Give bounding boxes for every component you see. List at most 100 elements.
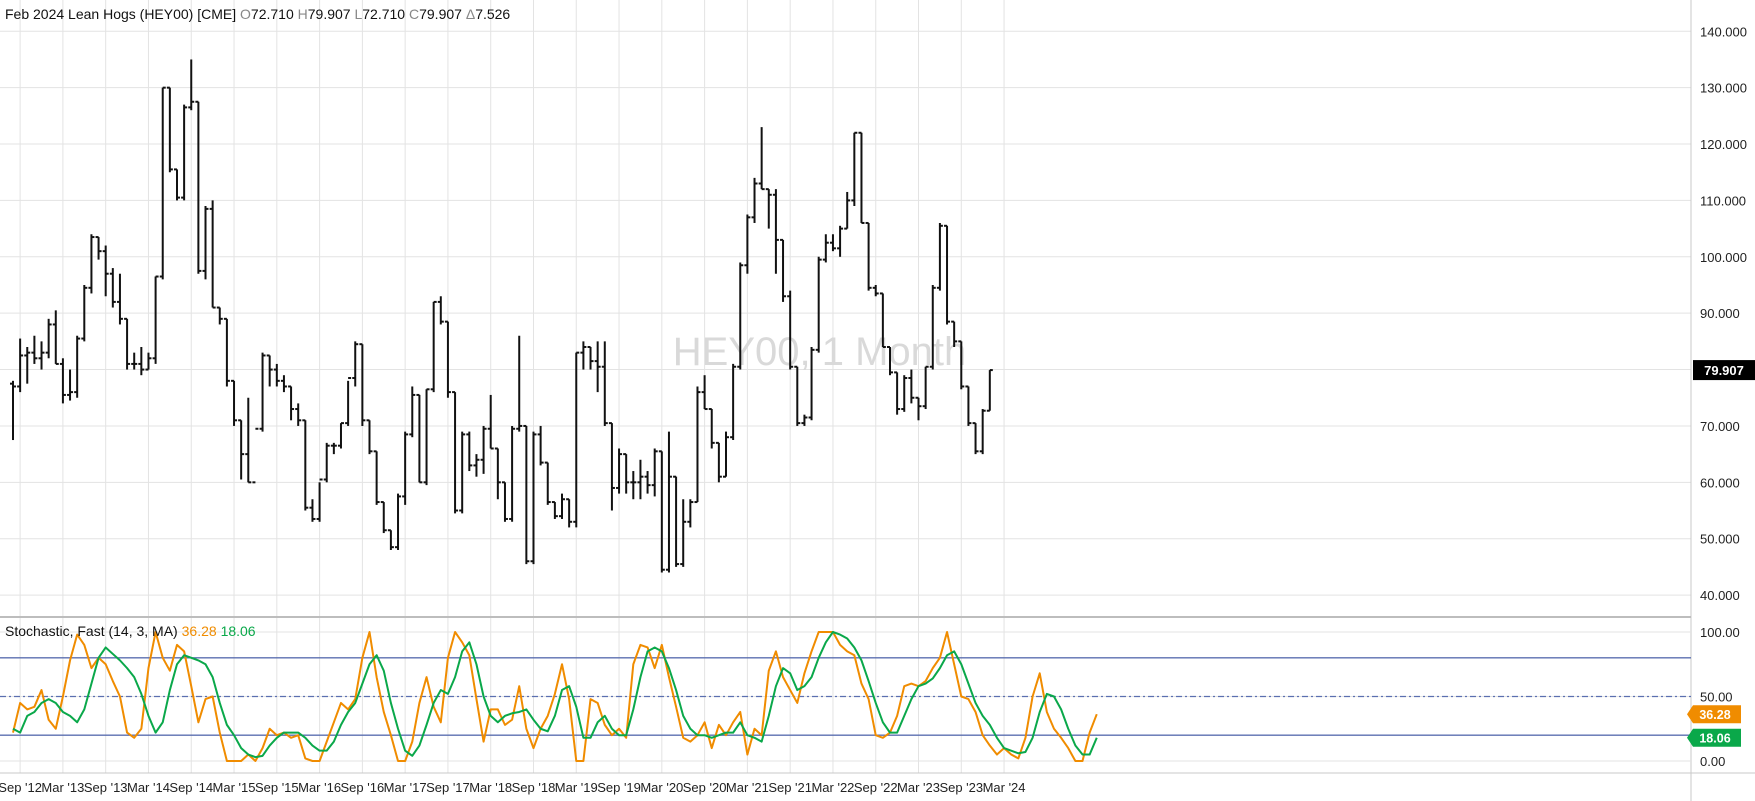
ohlc-bar [986, 369, 993, 412]
ohlc-bar [195, 100, 202, 274]
ohlc-bar [145, 352, 152, 371]
indicator-legend: Stochastic, Fast (14, 3, MA) 36.28 18.06 [5, 623, 256, 639]
ohlc-bar [872, 284, 879, 297]
ohlc-bar [673, 475, 680, 567]
y-tick-label: 120.000 [1700, 137, 1747, 152]
ohlc-bar [402, 431, 409, 505]
ohlc-bar [908, 369, 915, 404]
osc-tick-label: 50.00 [1700, 690, 1733, 705]
ohlc-bar [680, 499, 687, 567]
x-tick-label: Sep '18 [512, 780, 556, 795]
last-price-tag [1693, 360, 1755, 381]
ohlc-bar [858, 131, 865, 224]
ohlc-bar [559, 493, 566, 519]
ohlc-bar [737, 262, 744, 370]
ohlc-bar [951, 320, 958, 348]
ohlc-bar [216, 306, 223, 325]
ohlc-bar [608, 422, 615, 511]
y-tick-label: 70.000 [1700, 419, 1740, 434]
ohlc-bar [330, 442, 337, 455]
ohlc-bar [551, 501, 558, 519]
ohlc-bar [395, 493, 402, 550]
ohlc-bar [231, 379, 238, 426]
ohlc-bar [751, 177, 758, 223]
ohlc-bar [616, 448, 623, 494]
ohlc-bar [466, 431, 473, 472]
ohlc-bar [59, 358, 66, 404]
ohlc-bar [972, 422, 979, 455]
ohlc-bar [38, 341, 45, 370]
ohlc-bar [894, 371, 901, 415]
x-tick-label: Sep '14 [169, 780, 213, 795]
y-tick-label: 140.000 [1700, 24, 1747, 39]
ohlc-bar [10, 380, 16, 441]
ohlc-bar [131, 352, 138, 370]
ohlc-bar [516, 335, 523, 432]
ohlc-bar [851, 131, 858, 207]
ohlc-bar [580, 341, 587, 370]
osc-tick-label: 0.00 [1700, 754, 1725, 769]
ohlc-bar [430, 300, 437, 393]
ohlc-bar [373, 450, 380, 505]
last-price-label: 79.907 [1704, 363, 1744, 378]
x-tick-label: Mar '15 [213, 780, 256, 795]
ohlc-bar [530, 431, 537, 565]
ohlc-bar [537, 425, 544, 466]
ohlc-bar [794, 365, 801, 426]
ohlc-bar [17, 338, 24, 393]
close-label: C [408, 6, 420, 22]
change-value: 7.526 [475, 6, 511, 22]
x-tick-label: Mar '18 [469, 780, 512, 795]
ohlc-bar [730, 363, 737, 441]
osc-value-tag [1687, 728, 1741, 747]
ohlc-bar [138, 347, 145, 376]
x-tick-label: Mar '20 [640, 780, 683, 795]
ohlc-bar [159, 86, 166, 280]
chart-header: Feb 2024 Lean Hogs (HEY00) [CME] O72.710… [5, 6, 510, 22]
x-tick-label: Mar '14 [127, 780, 170, 795]
ohlc-bar [601, 341, 608, 426]
low-label: L [354, 6, 363, 22]
ohlc-bar [879, 292, 886, 349]
ohlc-bar [651, 448, 658, 497]
ohlc-bar [822, 234, 829, 263]
ohlc-bar [494, 447, 501, 500]
x-tick-label: Sep '17 [426, 780, 470, 795]
x-tick-label: Mar '13 [41, 780, 84, 795]
x-tick-label: Sep '20 [683, 780, 727, 795]
y-tick-label: 50.000 [1700, 532, 1740, 547]
ohlc-bar [74, 335, 81, 398]
ohlc-bar [323, 442, 330, 483]
ohlc-bar [124, 317, 131, 370]
y-tick-label: 40.000 [1700, 588, 1740, 603]
ohlc-bar [459, 431, 466, 514]
ohlc-bar [352, 341, 359, 387]
osc-value-label: 36.28 [1699, 708, 1730, 722]
ohlc-bar [965, 385, 972, 426]
ohlc-bar [223, 317, 230, 387]
osc-tick-label: 100.00 [1700, 625, 1740, 640]
y-tick-label: 60.000 [1700, 475, 1740, 490]
ohlc-bar [644, 471, 651, 494]
ohlc-bar [637, 459, 644, 500]
ohlc-bar [444, 320, 451, 398]
ohlc-bar [152, 275, 159, 364]
ohlc-bar [102, 245, 109, 297]
ohlc-bar [480, 425, 487, 474]
x-tick-label: Sep '12 [0, 780, 42, 795]
k-line [12, 631, 1098, 762]
y-tick-label: 100.000 [1700, 250, 1747, 265]
ohlc-bar [687, 499, 694, 528]
ohlc-bar [780, 238, 787, 302]
ohlc-bar [979, 409, 986, 455]
ohlc-bar [723, 431, 729, 478]
ohlc-bar [573, 351, 580, 528]
x-tick-label: Sep '13 [84, 780, 128, 795]
ohlc-bar [452, 391, 459, 514]
ohlc-bar [181, 104, 188, 201]
x-tick-label: Sep '23 [939, 780, 983, 795]
ohlc-bar [922, 365, 929, 410]
ohlc-bar [252, 427, 259, 484]
ohlc-bar [865, 221, 872, 291]
x-tick-label: Mar '23 [897, 780, 940, 795]
